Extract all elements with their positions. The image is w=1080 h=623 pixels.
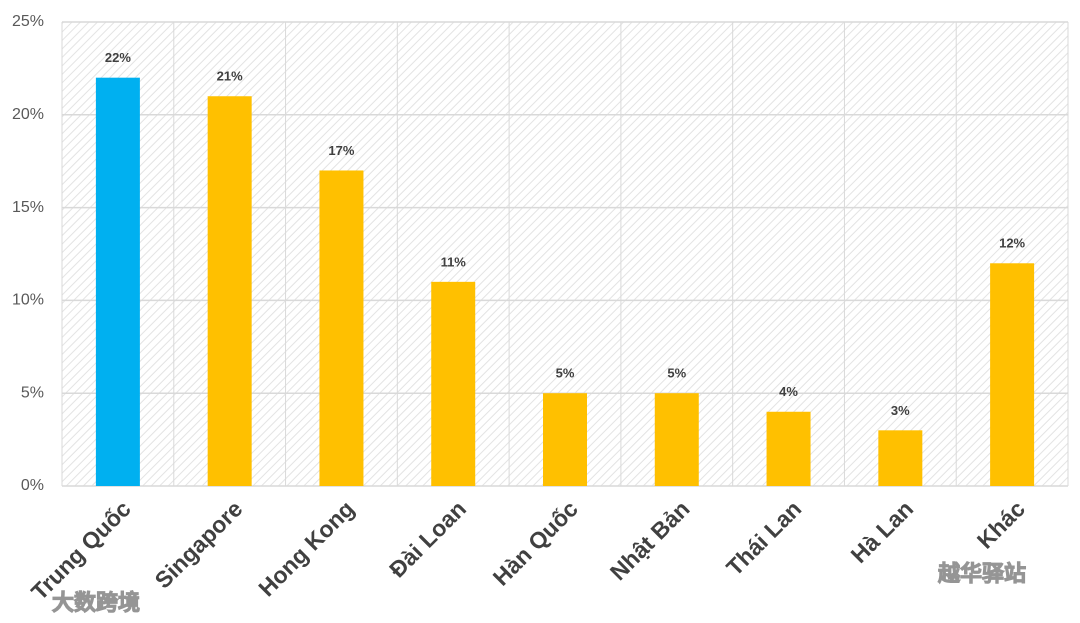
bar xyxy=(878,430,923,486)
y-tick-label: 5% xyxy=(21,384,44,401)
data-label: 12% xyxy=(999,236,1025,251)
bar xyxy=(95,77,140,487)
y-tick-label: 0% xyxy=(21,477,44,494)
data-label: 4% xyxy=(779,384,798,399)
bar xyxy=(319,170,364,487)
x-tick-label: Trung Quốc xyxy=(26,495,136,605)
x-tick-label: Hong Kong xyxy=(253,495,359,601)
x-tick-label: Hà Lan xyxy=(846,495,919,568)
bar xyxy=(654,393,699,486)
x-tick-label: Đài Loan xyxy=(384,495,471,582)
data-label: 3% xyxy=(891,403,910,418)
bar xyxy=(990,263,1035,486)
data-label: 5% xyxy=(556,366,575,381)
bar xyxy=(766,411,811,486)
bar xyxy=(431,281,476,486)
data-label: 5% xyxy=(667,366,686,381)
data-label: 17% xyxy=(328,143,354,158)
x-tick-label: Hàn Quốc xyxy=(488,495,583,590)
x-tick-label: Nhật Bản xyxy=(605,495,695,585)
data-label: 21% xyxy=(217,69,243,84)
y-tick-label: 25% xyxy=(12,13,44,30)
x-tick-label: Khác xyxy=(972,495,1030,553)
watermark: 大数跨境 xyxy=(52,590,140,615)
x-tick-label: Singapore xyxy=(150,495,248,593)
bar xyxy=(543,393,587,486)
data-label: 22% xyxy=(105,50,131,65)
watermark: 越华驿站 xyxy=(937,561,1026,586)
y-tick-label: 15% xyxy=(12,199,44,216)
data-label: 11% xyxy=(441,254,467,269)
x-tick-label: Thái Lan xyxy=(721,495,806,580)
y-tick-label: 20% xyxy=(12,106,44,123)
bar xyxy=(207,96,252,487)
y-tick-label: 10% xyxy=(12,292,44,309)
